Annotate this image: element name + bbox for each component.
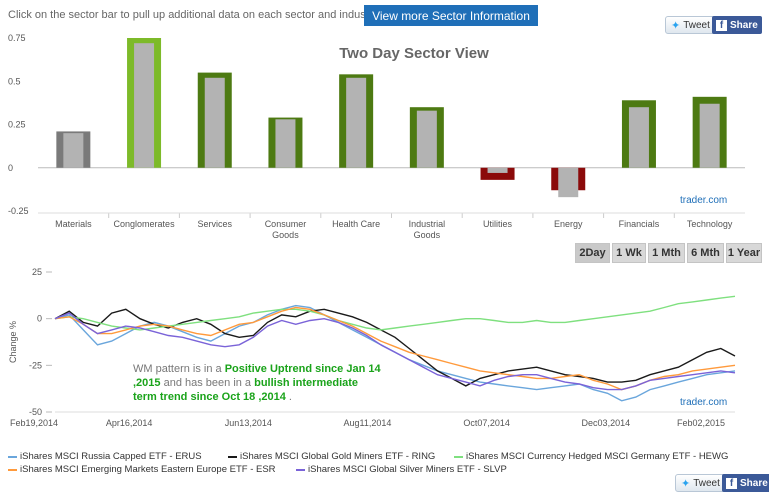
x-tick-label: Feb02,2015 [677, 418, 725, 428]
tweet-label: Tweet [693, 477, 720, 489]
x-tick-label: Dec03,2014 [582, 418, 631, 428]
facebook-share-button[interactable]: f Share [712, 16, 762, 34]
performance-line-chart: 25 0 -25 -50 Change % Feb19,2014 Apr16,2014 Jun… [8, 267, 736, 428]
legend-label: iShares MSCI Currency Hedged MSCI German… [466, 451, 729, 462]
sector-bar-inner [416, 110, 437, 168]
x-tick-label: Aug11,2014 [344, 418, 392, 428]
legend-swatch [8, 455, 17, 458]
legend-label: iShares MSCI Russia Capped ETF - ERUS [20, 451, 202, 462]
y-tick-label: 25 [32, 267, 42, 277]
tweet-label: Tweet [683, 19, 710, 31]
sector-bar-inner [275, 119, 296, 168]
sector-bar-inner [699, 103, 720, 168]
range-2day-button[interactable]: 2Day [575, 243, 610, 263]
x-category-label: Financials [619, 219, 660, 229]
y-tick-label: 0.25 [8, 120, 26, 130]
x-category-label: Goods [414, 230, 441, 240]
x-tick-label: Apr16,2014 [106, 418, 153, 428]
x-category-label: Services [197, 219, 232, 229]
sector-bar-inner [558, 167, 579, 198]
annotation-uptrend: Positive Uptrend since Jan 14 ,2015 [133, 363, 381, 389]
x-category-label: Energy [554, 219, 583, 229]
sector-bar-inner [134, 43, 155, 168]
tweet-button[interactable]: ✦ Tweet [665, 16, 716, 34]
legend-item-esr[interactable]: iShares MSCI Emerging Markets Eastern Eu… [8, 464, 276, 475]
annotation-text-1: WM pattern is in a [133, 363, 225, 375]
annotation-text-3: . [285, 391, 292, 403]
x-category-label: Industrial [409, 219, 446, 229]
y-tick-label: 0 [8, 163, 13, 173]
sector-bar-inner [487, 167, 508, 173]
x-tick-label: Feb19,2014 [10, 418, 58, 428]
sector-bar-inner [346, 77, 367, 168]
range-1year-button[interactable]: 1 Year [726, 243, 762, 263]
x-tick-label: Oct07,2014 [463, 418, 510, 428]
series-line-slvp [54, 312, 736, 391]
sector-bar-inner [63, 133, 84, 168]
annotation-text-2: and has been in a [160, 377, 255, 389]
x-category-label: Health Care [332, 219, 380, 229]
x-category-label: Consumer [265, 219, 307, 229]
legend-swatch [454, 455, 463, 458]
view-more-sector-button[interactable]: View more Sector Information [364, 5, 538, 26]
legend-label: iShares MSCI Global Gold Miners ETF - RI… [240, 451, 436, 462]
share-label: Share [730, 19, 758, 31]
y-tick-label: -50 [29, 407, 42, 417]
x-category-label: Technology [687, 219, 733, 229]
twitter-bird-icon: ✦ [671, 19, 681, 32]
y-axis-label: Change % [8, 321, 18, 363]
x-category-label: Materials [55, 219, 92, 229]
y-tick-label: -0.25 [8, 206, 29, 216]
facebook-icon: f [716, 19, 727, 31]
y-tick-label: 0.5 [8, 76, 21, 86]
legend-swatch [8, 468, 17, 471]
legend-swatch [228, 455, 237, 458]
chart-watermark: trader.com [680, 195, 727, 206]
share-label: Share [740, 477, 768, 489]
legend-label: iShares MSCI Emerging Markets Eastern Eu… [20, 464, 276, 475]
facebook-icon: f [726, 477, 737, 489]
range-1mth-button[interactable]: 1 Mth [648, 243, 685, 263]
sector-bar-inner [628, 107, 649, 168]
legend-item-erus[interactable]: iShares MSCI Russia Capped ETF - ERUS [8, 451, 202, 462]
time-range-selector: 2Day 1 Wk 1 Mth 6 Mth 1 Year [575, 243, 762, 263]
twitter-bird-icon: ✦ [681, 477, 691, 490]
pattern-annotation: WM pattern is in a Positive Uptrend sinc… [133, 362, 381, 404]
x-tick-label: Jun13,2014 [225, 418, 272, 428]
x-category-label: Conglomerates [114, 219, 176, 229]
y-tick-label: 0 [37, 314, 42, 324]
footer-facebook-share-button[interactable]: f Share [722, 474, 769, 492]
legend-item-hewg[interactable]: iShares MSCI Currency Hedged MSCI German… [454, 451, 728, 462]
sector-bar-inner [204, 77, 225, 168]
series-line-ring [54, 308, 736, 387]
chart-watermark: trader.com [680, 397, 727, 408]
y-tick-label: -25 [29, 360, 42, 370]
legend-label: iShares MSCI Global Silver Miners ETF - … [308, 464, 507, 475]
x-category-label: Goods [272, 230, 299, 240]
y-tick-label: 0.75 [8, 33, 26, 43]
chart-title: Two Day Sector View [339, 45, 489, 62]
footer-tweet-button[interactable]: ✦ Tweet [675, 474, 726, 492]
legend-item-ring[interactable]: iShares MSCI Global Gold Miners ETF - RI… [228, 451, 435, 462]
annotation-bullish-trend: bullish intermediate term trend since Oc… [133, 377, 359, 403]
range-1wk-button[interactable]: 1 Wk [612, 243, 646, 263]
legend-item-slvp[interactable]: iShares MSCI Global Silver Miners ETF - … [296, 464, 507, 475]
legend-swatch [296, 468, 305, 471]
instruction-text: Click on the sector bar to pull up addit… [8, 9, 378, 21]
x-category-label: Utilities [483, 219, 513, 229]
sector-bar-chart: 0.75 0.5 0.25 0 -0.25 Two Day Sector View Mate… [8, 33, 745, 240]
range-6mth-button[interactable]: 6 Mth [687, 243, 724, 263]
